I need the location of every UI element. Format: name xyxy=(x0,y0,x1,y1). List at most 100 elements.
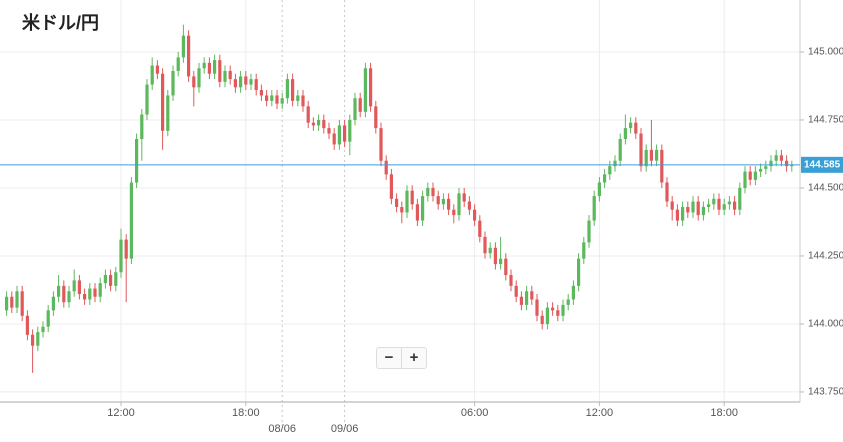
candle-body xyxy=(265,95,269,101)
candle-body xyxy=(207,62,211,74)
candle-body xyxy=(701,206,705,216)
candle-body xyxy=(322,119,326,129)
y-tick-label: 145.000 xyxy=(808,47,843,58)
candle-body xyxy=(280,98,284,104)
candle-body xyxy=(51,296,55,311)
candle-body xyxy=(493,247,497,265)
candle-body xyxy=(551,307,555,311)
candle-body xyxy=(779,155,783,161)
candle-body xyxy=(31,334,35,346)
candle-body xyxy=(332,133,336,145)
candle-body xyxy=(197,68,201,88)
candle-body xyxy=(239,76,243,88)
candle-body xyxy=(103,274,107,284)
current-price-box xyxy=(801,156,843,173)
candle-body xyxy=(462,193,466,202)
candle-body xyxy=(509,274,513,286)
candle-body xyxy=(644,149,648,167)
candle-body xyxy=(57,285,61,297)
candle-body xyxy=(441,198,445,205)
candle-body xyxy=(343,125,347,142)
candle-body xyxy=(426,187,430,197)
candle-body xyxy=(213,60,217,74)
candle-body xyxy=(259,90,263,96)
candle-body xyxy=(681,206,685,221)
candle-body xyxy=(244,76,248,85)
candle-body xyxy=(374,106,378,129)
candle-body xyxy=(561,304,565,316)
candle-body xyxy=(431,187,435,197)
candle-body xyxy=(25,315,29,335)
candle-body xyxy=(774,155,778,161)
candle-body xyxy=(270,95,274,101)
candle-body xyxy=(556,310,560,316)
candle-body xyxy=(384,160,388,175)
candle-body xyxy=(686,206,690,213)
candle-body xyxy=(363,68,367,112)
candle-body xyxy=(452,209,456,216)
y-tick-label: 144.250 xyxy=(808,251,843,262)
candle-body xyxy=(145,84,149,115)
candle-body xyxy=(545,307,549,324)
candle-body xyxy=(348,119,352,142)
candle-body xyxy=(483,236,487,254)
candle-body xyxy=(540,315,544,324)
candle-body xyxy=(337,125,341,145)
candle-body xyxy=(140,114,144,139)
zoom-in-button[interactable]: + xyxy=(401,348,426,368)
candle-body xyxy=(301,95,305,107)
candle-body xyxy=(36,332,40,346)
candles xyxy=(5,24,794,373)
candle-body xyxy=(291,79,295,101)
candle-body xyxy=(77,280,81,295)
candle-body xyxy=(675,209,679,221)
candle-body xyxy=(405,190,409,213)
candle-body xyxy=(228,70,232,80)
candle-body xyxy=(88,288,92,300)
candle-body xyxy=(119,239,123,273)
candle-body xyxy=(109,274,113,286)
candle-body xyxy=(5,296,9,311)
candle-body xyxy=(410,190,414,205)
candle-body xyxy=(577,258,581,286)
candle-body xyxy=(10,296,14,308)
candle-body xyxy=(660,149,664,183)
candle-body xyxy=(597,182,601,197)
candle-body xyxy=(592,196,596,221)
candle-body xyxy=(166,95,170,131)
candle-body xyxy=(41,326,45,333)
candle-body xyxy=(727,201,731,205)
candle-body xyxy=(72,280,76,292)
candle-body xyxy=(696,201,700,216)
candle-body xyxy=(639,133,643,167)
candle-body xyxy=(504,258,508,275)
candle-body xyxy=(275,95,279,104)
candle-body xyxy=(218,60,222,82)
candle-body xyxy=(582,242,586,259)
candle-body xyxy=(525,291,529,305)
candle-body xyxy=(150,65,154,85)
candle-body xyxy=(389,174,393,199)
candle-body xyxy=(769,160,773,167)
y-tick-label: 143.750 xyxy=(808,387,843,398)
date-label: 08/06 xyxy=(268,423,296,435)
candle-body xyxy=(519,296,523,305)
candle-body xyxy=(135,138,139,183)
candle-body xyxy=(249,79,253,85)
candle-body xyxy=(738,187,742,210)
y-tick-label: 144.000 xyxy=(808,319,843,330)
candle-body xyxy=(436,196,440,205)
zoom-out-button[interactable]: − xyxy=(384,349,394,366)
candle-body xyxy=(733,201,737,210)
candle-body xyxy=(317,119,321,126)
candle-body xyxy=(478,220,482,237)
candle-body xyxy=(296,95,300,101)
x-tick-label: 12:00 xyxy=(107,407,135,419)
current-price-label: 144.585 xyxy=(804,159,841,170)
candle-body xyxy=(670,201,674,210)
zoom-controls: − + xyxy=(376,347,427,369)
candle-body xyxy=(187,35,191,77)
candle-body xyxy=(415,204,419,221)
candle-body xyxy=(785,160,789,167)
